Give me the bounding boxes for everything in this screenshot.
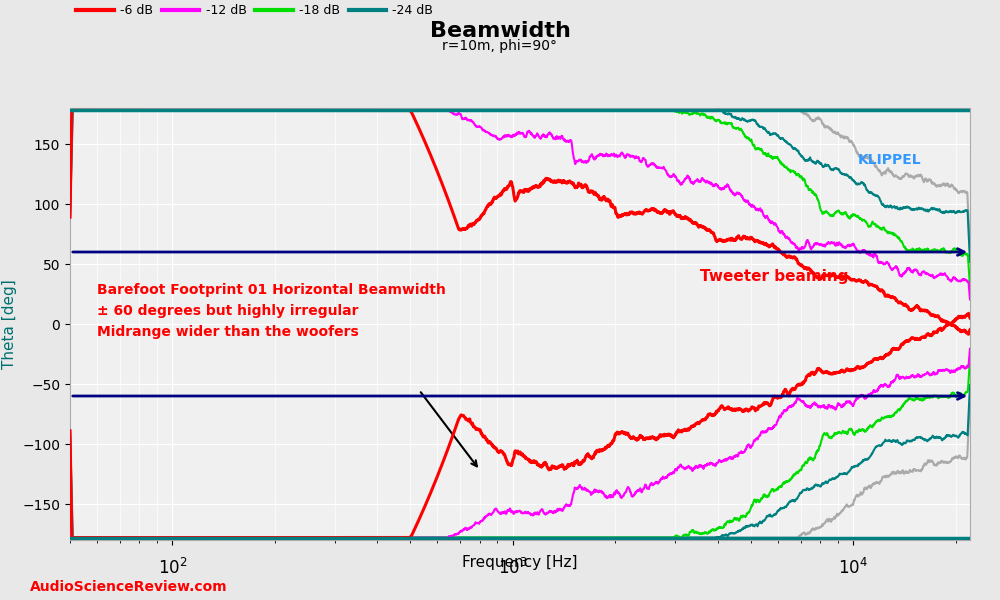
Text: Tweeter beaming: Tweeter beaming — [700, 269, 848, 284]
Text: $10^2$: $10^2$ — [158, 558, 187, 578]
Legend: -6 dB, -6 dB, -12 dB, -12 dB, -18 dB, -18 dB, -24 dB, -24 dB, -30 dB, -30 dB: -6 dB, -6 dB, -12 dB, -12 dB, -18 dB, -1… — [76, 0, 620, 17]
Text: AudioScienceReview.com: AudioScienceReview.com — [30, 580, 228, 594]
X-axis label: Frequency [Hz]: Frequency [Hz] — [462, 555, 578, 570]
Y-axis label: Theta [deg]: Theta [deg] — [2, 279, 17, 369]
Text: $10^4$: $10^4$ — [838, 558, 868, 578]
Text: KLIPPEL: KLIPPEL — [858, 153, 921, 167]
Text: r=10m, phi=90°: r=10m, phi=90° — [442, 39, 558, 53]
Text: Beamwidth: Beamwidth — [430, 21, 570, 41]
Text: $10^3$: $10^3$ — [498, 558, 528, 578]
Text: Barefoot Footprint 01 Horizontal Beamwidth
± 60 degrees but highly irregular
Mid: Barefoot Footprint 01 Horizontal Beamwid… — [97, 283, 446, 338]
